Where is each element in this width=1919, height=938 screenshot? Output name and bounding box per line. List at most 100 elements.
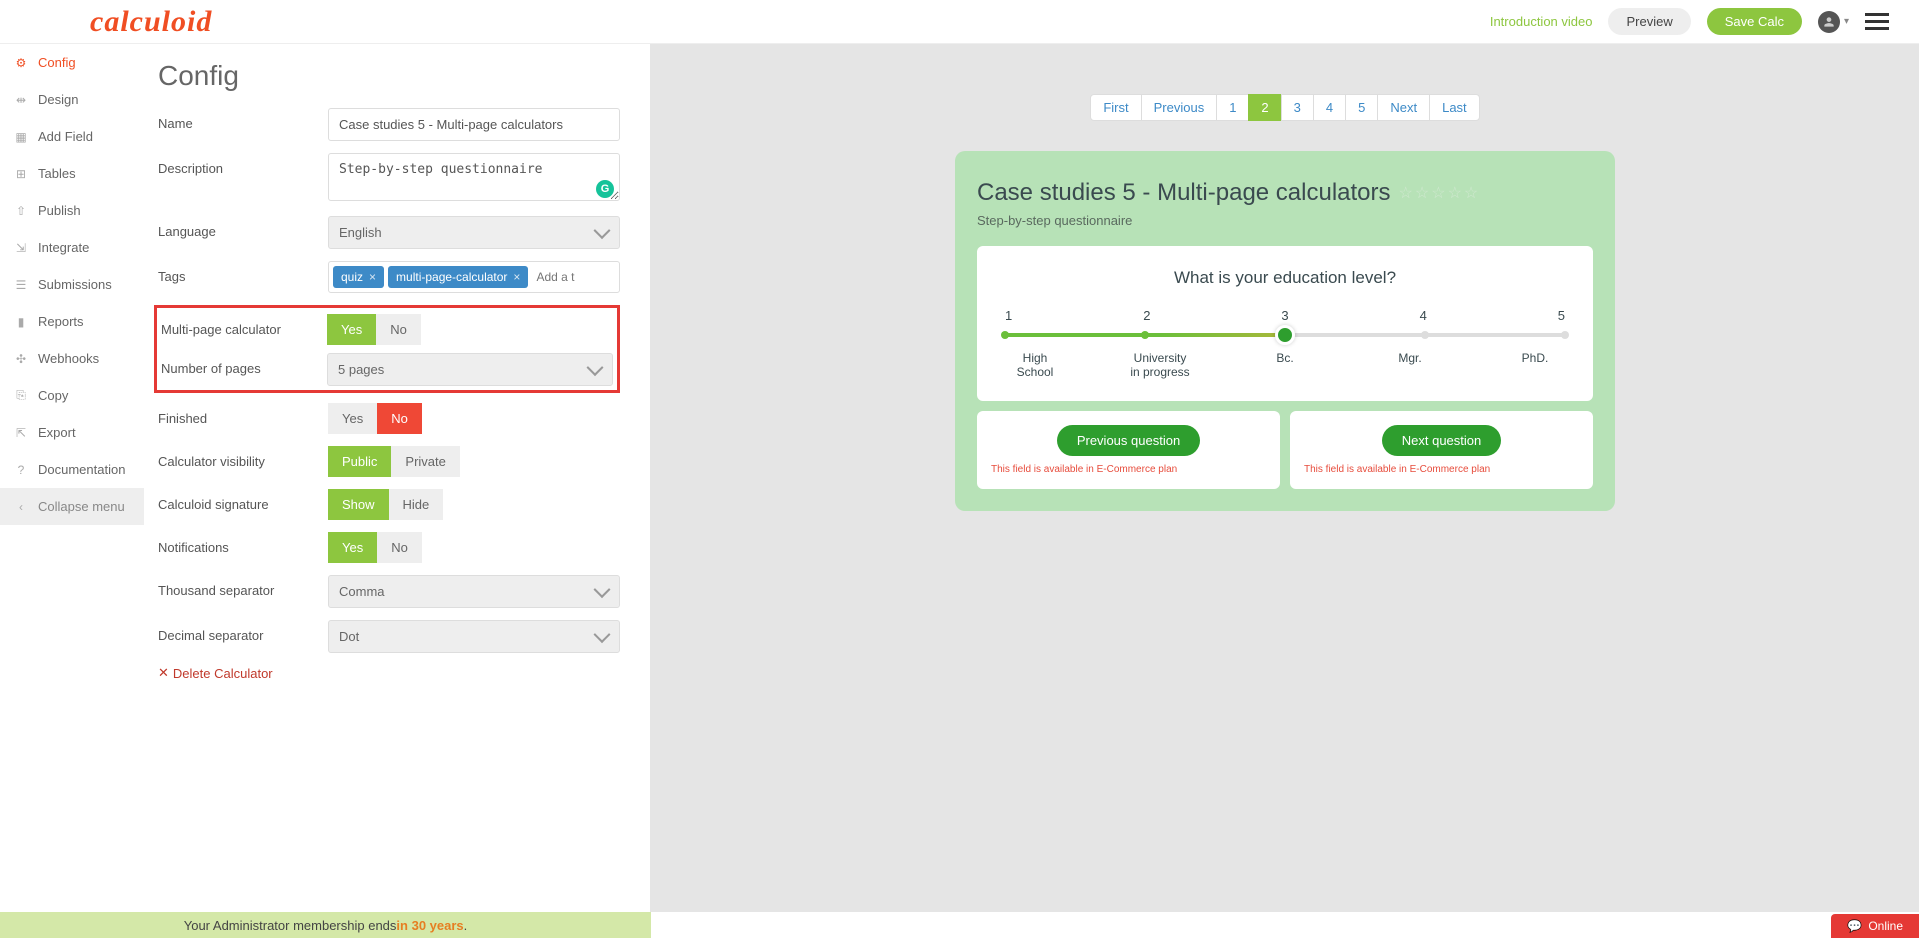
sidebar-label: Reports [38,314,84,329]
sidebar-icon: ? [14,463,28,477]
visibility-private-button[interactable]: Private [391,446,459,477]
signature-hide-button[interactable]: Hide [389,489,444,520]
thousand-label: Thousand separator [158,575,328,598]
tag-input[interactable] [532,266,582,288]
slider-num: 5 [1558,308,1565,323]
tag-multi-page-calculator: multi-page-calculator × [388,266,528,288]
tags-label: Tags [158,261,328,284]
caret-down-icon: ▾ [1844,16,1849,27]
sidebar-label: Webhooks [38,351,99,366]
chat-icon: 💬 [1847,919,1862,933]
user-menu[interactable]: ▾ [1818,11,1849,33]
sidebar-label: Copy [38,388,68,403]
sidebar-icon: ⇹ [14,93,28,107]
sidebar-icon: ⇲ [14,241,28,255]
slider-num: 1 [1005,308,1012,323]
save-calc-button[interactable]: Save Calc [1707,8,1802,35]
sidebar-item-integrate[interactable]: ⇲ Integrate [0,229,144,266]
sidebar-label: Export [38,425,76,440]
sidebar-item-design[interactable]: ⇹ Design [0,81,144,118]
sidebar-icon: ⇱ [14,426,28,440]
sidebar-item-reports[interactable]: ▮Reports [0,303,144,340]
delete-calculator-link[interactable]: ✕ Delete Calculator [158,665,620,681]
visibility-label: Calculator visibility [158,446,328,469]
notifications-yes-button[interactable]: Yes [328,532,377,563]
numpages-label: Number of pages [157,353,327,376]
sidebar-item-add-field[interactable]: ▦Add Field [0,118,144,155]
slider-label: Mgr. [1380,351,1440,379]
slider-tick [1561,331,1569,339]
visibility-public-button[interactable]: Public [328,446,391,477]
tag-remove-icon[interactable]: × [513,270,520,284]
slider-track[interactable] [1005,333,1565,337]
pager-first[interactable]: First [1090,94,1141,121]
sidebar-label: Design [38,92,78,107]
slider-tick [1141,331,1149,339]
rating-stars[interactable]: ☆☆☆☆☆ [1399,183,1481,203]
sidebar-icon: ‹ [14,500,28,514]
footer-highlight: in 30 years [396,918,463,933]
decimal-select[interactable]: Dot [328,620,620,653]
tag-remove-icon[interactable]: × [369,270,376,284]
finished-yes-button[interactable]: Yes [328,403,377,434]
pager-next[interactable]: Next [1377,94,1430,121]
logo: calculoid [90,5,212,39]
grammarly-icon: G [596,180,614,198]
sidebar-label: Submissions [38,277,112,292]
pager-5[interactable]: 5 [1345,94,1378,121]
name-input[interactable] [328,108,620,141]
multipage-no-button[interactable]: No [376,314,421,345]
preview-button[interactable]: Preview [1608,8,1690,35]
slider-handle[interactable] [1275,325,1295,345]
sidebar-label: Integrate [38,240,89,255]
sidebar-item-submissions[interactable]: ☰Submissions [0,266,144,303]
sidebar-label: Collapse menu [38,499,125,514]
slider-tick [1421,331,1429,339]
sidebar-item-tables[interactable]: ⊞Tables [0,155,144,192]
language-select[interactable]: English [328,216,620,249]
slider-num: 2 [1143,308,1150,323]
finished-no-button[interactable]: No [377,403,422,434]
multipage-label: Multi-page calculator [157,314,327,337]
footer-prefix: Your Administrator membership ends [184,918,397,933]
online-label: Online [1868,919,1903,933]
sidebar-icon: ⊞ [14,167,28,181]
hamburger-menu[interactable] [1865,13,1889,30]
sidebar-item-documentation[interactable]: ?Documentation [0,451,144,488]
online-chat-badge[interactable]: 💬 Online [1831,914,1919,938]
name-label: Name [158,108,328,131]
sidebar-label: Config [38,55,76,70]
thousand-select[interactable]: Comma [328,575,620,608]
sidebar-item-webhooks[interactable]: ✣ Webhooks [0,340,144,377]
pager-last[interactable]: Last [1429,94,1480,121]
numpages-select[interactable]: 5 pages [327,353,613,386]
pager-previous[interactable]: Previous [1141,94,1218,121]
pager-2[interactable]: 2 [1248,94,1281,121]
multipage-yes-button[interactable]: Yes [327,314,376,345]
description-input[interactable]: Step-by-step questionnaire [328,153,620,201]
sidebar-item-copy[interactable]: ⎘ Copy [0,377,144,414]
decimal-label: Decimal separator [158,620,328,643]
slider-num: 3 [1281,308,1288,323]
sidebar-item-collapse-menu[interactable]: ‹ Collapse menu [0,488,144,525]
notifications-no-button[interactable]: No [377,532,422,563]
sidebar-item-export[interactable]: ⇱ Export [0,414,144,451]
sidebar-icon: ✣ [14,352,28,366]
previous-question-button[interactable]: Previous question [1057,425,1200,456]
sidebar-item-config[interactable]: ⚙Config [0,44,144,81]
sidebar-label: Add Field [38,129,93,144]
signature-show-button[interactable]: Show [328,489,389,520]
sidebar-icon: ⎘ [14,388,28,403]
tag-quiz: quiz × [333,266,384,288]
ecommerce-note: This field is available in E-Commerce pl… [991,464,1266,475]
ecommerce-note: This field is available in E-Commerce pl… [1304,464,1579,475]
pager-3[interactable]: 3 [1281,94,1314,121]
slider-label: Bc. [1255,351,1315,379]
sidebar-item-publish[interactable]: ⇧Publish [0,192,144,229]
introduction-video-link[interactable]: Introduction video [1490,14,1593,29]
tags-box[interactable]: quiz ×multi-page-calculator × [328,261,620,293]
pager-1[interactable]: 1 [1216,94,1249,121]
next-question-button[interactable]: Next question [1382,425,1502,456]
footer-suffix: . [464,918,468,933]
pager-4[interactable]: 4 [1313,94,1346,121]
